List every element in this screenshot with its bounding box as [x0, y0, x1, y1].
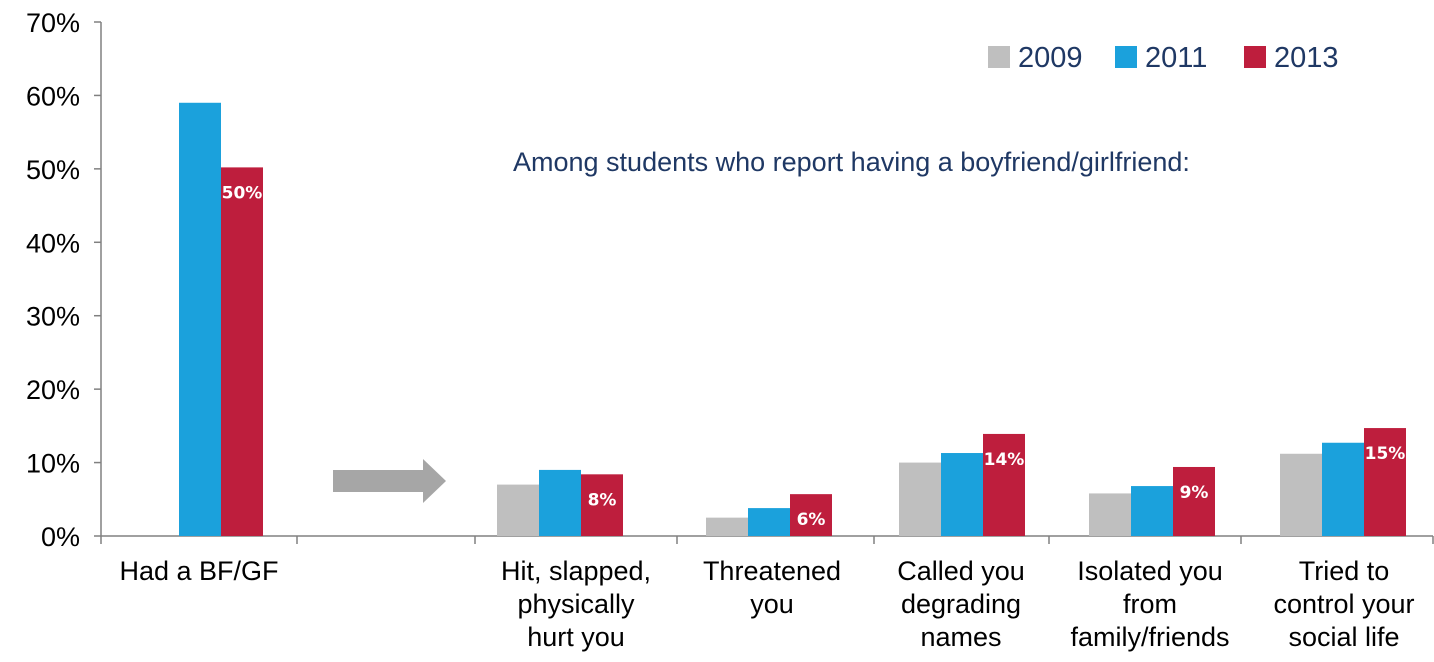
bar-2009 [1089, 493, 1131, 536]
x-category-label-line: Had a BF/GF [119, 556, 278, 586]
x-category-label-line: hurt you [527, 622, 625, 652]
data-label: 50% [222, 183, 263, 203]
x-category-label-line: social life [1288, 622, 1399, 652]
chart-annotation: Among students who report having a boyfr… [513, 147, 1190, 177]
bar-2009 [497, 484, 539, 536]
bar-2009 [1280, 453, 1322, 536]
data-label: 9% [1180, 483, 1209, 503]
y-tick-label: 0% [41, 522, 80, 552]
bar-2013 [1364, 428, 1406, 536]
legend: 2009 2011 2013 [988, 42, 1339, 74]
y-axis: 0% 10% 20% 30% 40% 50% 60% 70% [26, 8, 102, 552]
data-label: 8% [588, 490, 617, 510]
x-category-label-line: degrading [901, 589, 1021, 619]
bar-2013 [983, 433, 1025, 536]
bar-2009 [706, 517, 748, 536]
legend-swatch [988, 46, 1010, 68]
bar-2013 [790, 494, 832, 536]
data-label: 6% [797, 510, 826, 530]
x-axis [100, 535, 1434, 544]
x-category-label: Had a BF/GF [119, 556, 278, 586]
legend-label: 2009 [1018, 42, 1083, 74]
bar-2011 [1131, 486, 1173, 536]
x-category-label-line: from [1123, 589, 1177, 619]
x-category-label: Threatened you [703, 556, 841, 619]
y-tick-label: 10% [26, 449, 80, 479]
legend-label: 2011 [1145, 42, 1207, 74]
x-category-label: Tried to control your social life [1273, 556, 1414, 652]
bar-2011 [179, 102, 221, 537]
x-category-label: Hit, slapped, physically hurt you [501, 556, 651, 652]
bar-2013 [581, 474, 623, 536]
bar-2013 [1173, 466, 1215, 536]
legend-swatch [1244, 46, 1266, 68]
x-category-label-line: physically [517, 589, 635, 619]
data-label: 14% [984, 450, 1025, 470]
bars [179, 102, 1406, 537]
x-category-label-line: family/friends [1070, 622, 1229, 652]
x-category-label-line: names [920, 622, 1001, 652]
x-category-label-line: control your [1273, 589, 1414, 619]
x-category-label-line: Tried to [1299, 556, 1390, 586]
bar-2013 [221, 167, 263, 537]
bar-2011 [748, 508, 790, 536]
x-category-label-line: Hit, slapped, [501, 556, 651, 586]
y-tick-label: 70% [26, 8, 80, 38]
y-tick-label: 30% [26, 302, 80, 332]
legend-swatch [1115, 46, 1137, 68]
bar-2009 [899, 462, 941, 536]
legend-label: 2013 [1274, 42, 1339, 74]
x-category-label-line: Isolated you [1077, 556, 1223, 586]
x-category-label: Called you degrading names [897, 556, 1025, 652]
bar-2011 [539, 469, 581, 536]
bar-2011 [941, 453, 983, 536]
x-category-label-line: you [750, 589, 794, 619]
x-category-label-line: Called you [897, 556, 1025, 586]
category-labels: Had a BF/GF Hit, slapped, physically hurt y… [119, 556, 1414, 652]
y-tick-label: 20% [26, 375, 80, 405]
arrow-icon [333, 459, 446, 503]
x-category-label: Isolated you from family/friends [1070, 556, 1229, 652]
x-category-label-line: Threatened [703, 556, 841, 586]
y-tick-label: 60% [26, 81, 80, 111]
bar-2011 [1322, 442, 1364, 536]
y-tick-label: 40% [26, 228, 80, 258]
data-label: 15% [1365, 444, 1406, 464]
data-labels: 50% 8% 6% 14% 9% 15% [222, 183, 1406, 530]
y-tick-label: 50% [26, 155, 80, 185]
